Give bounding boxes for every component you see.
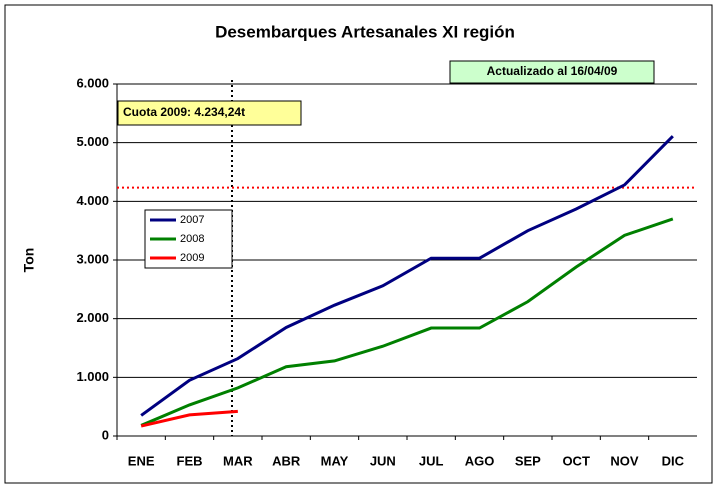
x-tick-label: FEB	[177, 453, 203, 468]
y-tick-label: 4.000	[76, 193, 109, 208]
chart-border	[4, 4, 713, 484]
reference-label-box	[117, 100, 302, 126]
note-box	[449, 60, 655, 84]
x-tick-label: MAY	[321, 453, 349, 468]
y-tick-label: 5.000	[76, 134, 109, 149]
x-tick-label: JUL	[419, 453, 444, 468]
y-tick-label: 1.000	[76, 369, 109, 384]
x-tick-label: DIC	[662, 453, 685, 468]
y-axis-label: Ton	[21, 248, 37, 273]
y-tick-label: 6.000	[76, 75, 109, 90]
x-tick-label: JUN	[370, 453, 396, 468]
x-tick-label: OCT	[562, 453, 590, 468]
legend-label: 2009	[180, 252, 204, 264]
x-tick-label: AGO	[465, 453, 495, 468]
reference-label: Cuota 2009: 4.234,24t	[123, 105, 245, 119]
x-tick-label: ENE	[128, 453, 155, 468]
series-line	[140, 217, 674, 427]
y-tick-label: 0	[102, 427, 109, 442]
x-tick-label: ABR	[272, 453, 301, 468]
series-line	[140, 409, 238, 428]
legend-label: 2007	[180, 214, 204, 226]
y-tick-label: 2.000	[76, 310, 109, 325]
x-tick-label: NOV	[610, 453, 639, 468]
x-tick-label: MAR	[223, 453, 253, 468]
x-tick-label: SEP	[515, 453, 541, 468]
chart-title: Desembarques Artesanales XI región	[215, 22, 515, 41]
note: Actualizado al 16/04/09	[487, 64, 618, 78]
y-tick-label: 3.000	[76, 251, 109, 266]
series-line	[140, 135, 674, 417]
legend-label: 2008	[180, 233, 204, 245]
